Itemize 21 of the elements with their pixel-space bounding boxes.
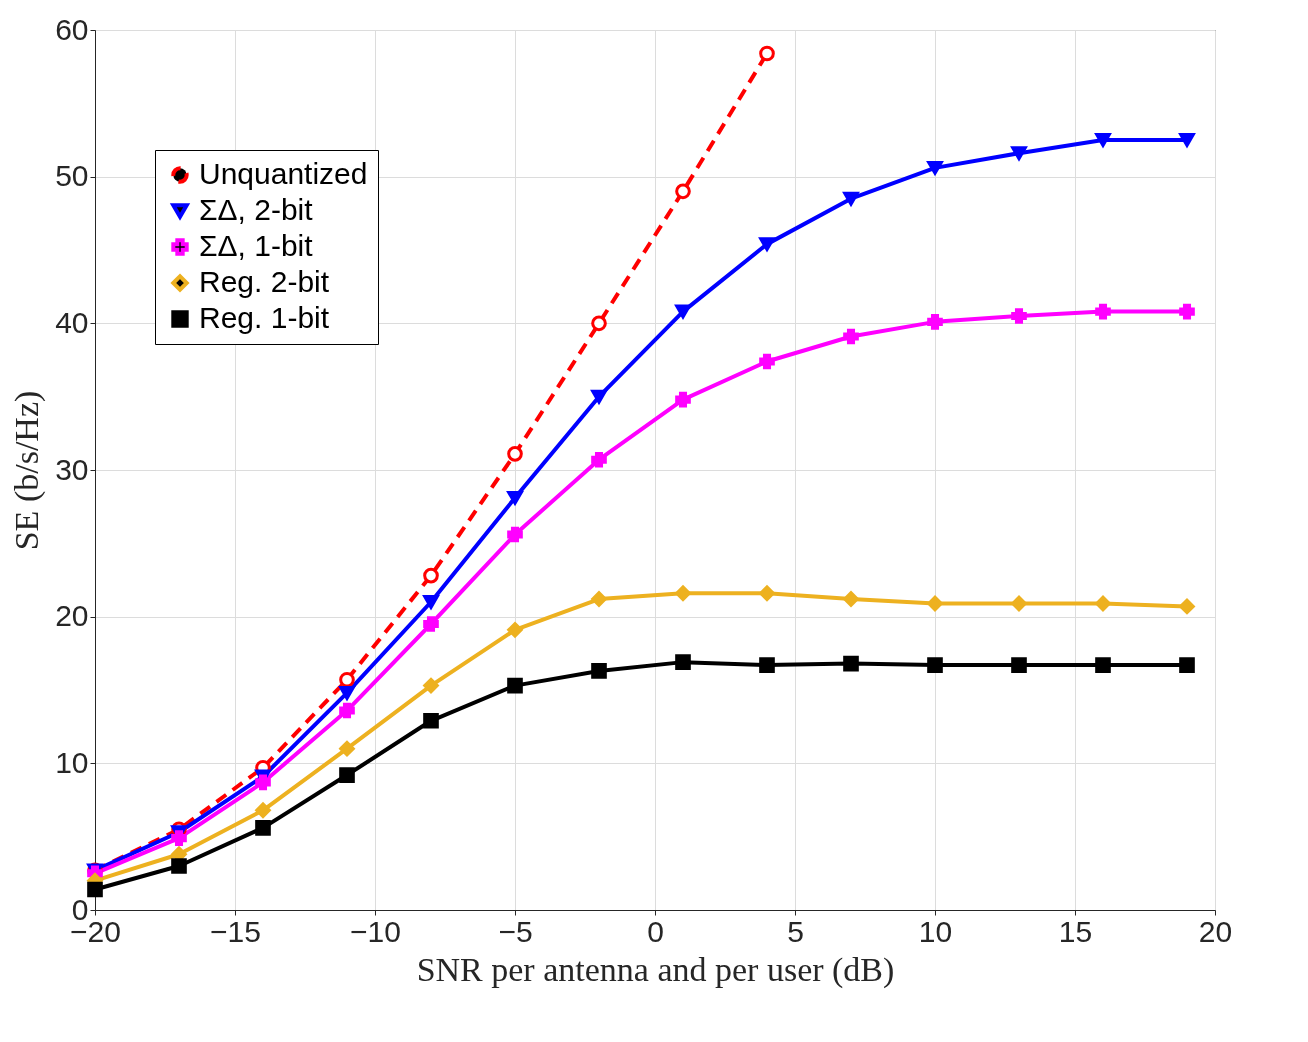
legend-label: ΣΔ, 2-bit: [199, 193, 314, 226]
x-tick-label: −5: [498, 914, 533, 948]
legend-label: ΣΔ, 1-bit: [199, 229, 314, 262]
x-tick-label: 0: [647, 914, 664, 948]
y-tick-label: 10: [55, 745, 89, 779]
y-tick-label: 50: [55, 159, 89, 193]
y-tick-label: 40: [55, 305, 89, 339]
y-tick-label: 60: [55, 12, 89, 46]
y-tick-label: 30: [55, 452, 89, 486]
x-tick-label: −10: [350, 914, 401, 948]
x-tick-label: 15: [1058, 914, 1093, 948]
legend-label: Reg. 2-bit: [199, 265, 330, 298]
x-tick-label: 5: [787, 914, 804, 948]
legend-label: Unquantized: [199, 157, 368, 190]
x-tick-label: −15: [210, 914, 261, 948]
x-tick-label: 20: [1198, 914, 1233, 948]
x-tick-label: 10: [918, 914, 953, 948]
legend-label: Reg. 1-bit: [199, 301, 330, 334]
y-axis-title: SE (b/s/Hz): [8, 390, 47, 551]
x-axis-title: SNR per antenna and per user (dB): [416, 950, 895, 989]
y-tick-label: 20: [55, 599, 89, 633]
